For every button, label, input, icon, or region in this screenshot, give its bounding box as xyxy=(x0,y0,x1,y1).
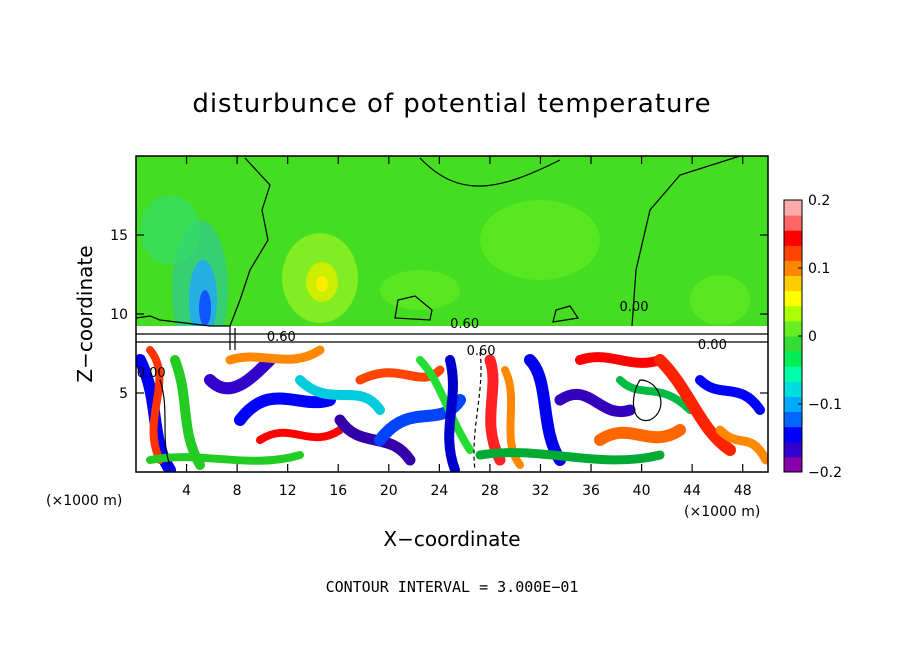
colorbar-swatch xyxy=(784,396,802,413)
field-blob xyxy=(199,290,211,326)
colorbar-swatch xyxy=(784,290,802,307)
x-tick-label: 4 xyxy=(182,483,191,499)
colorbar-swatch xyxy=(784,381,802,397)
contour-label: 0.00 xyxy=(137,366,166,381)
colorbar-swatch xyxy=(784,275,802,292)
field-blob xyxy=(690,275,750,325)
colorbar-tick-label: −0.1 xyxy=(808,397,842,413)
colorbar-tick-label: 0.2 xyxy=(808,193,830,209)
colorbar-swatch xyxy=(784,336,802,352)
x-unit-label-left: (×1000 m) xyxy=(46,493,122,509)
colorbar-swatch xyxy=(784,200,802,216)
x-tick-label: 40 xyxy=(633,483,651,499)
y-axis-label: Z−coordinate xyxy=(73,245,97,382)
colorbar-swatch xyxy=(784,230,802,246)
x-tick-label: 8 xyxy=(233,483,242,499)
colorbar-tick-label: −0.2 xyxy=(808,465,842,481)
colorbar-swatch xyxy=(784,441,802,458)
x-tick-label: 44 xyxy=(683,483,701,499)
colorbar-tick-label: 0 xyxy=(808,329,817,345)
y-tick-label: 15 xyxy=(110,228,128,244)
colorbar-swatch xyxy=(784,215,802,231)
x-tick-label: 24 xyxy=(430,483,448,499)
colorbar: 0.2 0.1 0 −0.1 −0.2 xyxy=(783,193,842,481)
colorbar-swatch xyxy=(784,351,802,367)
colorbar-swatch xyxy=(784,320,802,337)
x-axis: 4 8 12 16 20 24 28 32 36 40 44 48 xyxy=(182,156,752,499)
colorbar-swatch xyxy=(784,426,802,443)
x-unit-label-right: (×1000 m) xyxy=(684,504,760,520)
colorbar-swatch xyxy=(784,456,802,473)
colorbar-tick-label: 0.1 xyxy=(808,261,830,277)
field-blob xyxy=(316,276,328,292)
colorbar-swatch xyxy=(784,366,802,382)
x-tick-label: 32 xyxy=(532,483,550,499)
field-blob xyxy=(480,200,600,280)
colorbar-swatch xyxy=(784,411,802,428)
contour-label: 0.00 xyxy=(698,338,727,353)
plot-area xyxy=(136,156,768,472)
contour-label: 0.00 xyxy=(620,300,649,315)
colorbar-swatch xyxy=(784,260,802,277)
colorbar-swatch xyxy=(784,305,802,322)
contour-label: 0.60 xyxy=(267,330,296,345)
y-tick-label: 10 xyxy=(110,307,128,323)
turbulent-field xyxy=(136,345,768,472)
contour-labels: 0.60 0.00 0.60 0.60 0.00 0.00 xyxy=(137,300,727,381)
field-blob xyxy=(140,195,200,265)
field-blob xyxy=(380,270,460,310)
y-tick-label: 5 xyxy=(119,386,128,402)
x-tick-label: 20 xyxy=(380,483,398,499)
x-tick-label: 28 xyxy=(481,483,499,499)
contour-lines xyxy=(136,156,768,471)
contour-interval-note: CONTOUR INTERVAL = 3.000E−01 xyxy=(326,578,579,596)
x-axis-label: X−coordinate xyxy=(383,527,520,551)
x-tick-label: 48 xyxy=(734,483,752,499)
x-tick-label: 16 xyxy=(329,483,347,499)
contour-label: 0.60 xyxy=(450,317,479,332)
y-axis: 5 10 15 xyxy=(110,228,768,402)
x-tick-label: 12 xyxy=(279,483,297,499)
x-tick-label: 36 xyxy=(582,483,600,499)
colorbar-swatch xyxy=(784,245,802,261)
chart-title: disturbunce of potential temperature xyxy=(192,89,711,119)
contour-label: 0.60 xyxy=(467,344,496,359)
